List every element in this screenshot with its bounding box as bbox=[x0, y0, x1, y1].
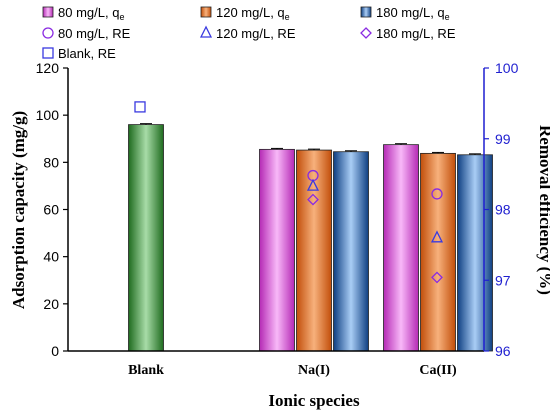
markers-layer bbox=[134, 101, 444, 284]
bar bbox=[259, 148, 295, 352]
y2-tick-label: 98 bbox=[495, 202, 511, 218]
legend-item: Blank, RE bbox=[42, 46, 116, 61]
legend-item: 180 mg/L, qe bbox=[360, 5, 450, 22]
y2-axis-title: Removal efficiency (%) bbox=[536, 125, 550, 295]
y-tick-label: 40 bbox=[43, 249, 59, 265]
re-marker-diamond bbox=[307, 193, 319, 206]
legend-label-subscript: e bbox=[119, 12, 124, 22]
y-axis-title: Adsorption capacity (mg/g) bbox=[9, 111, 28, 309]
legend-marker bbox=[360, 27, 372, 39]
legend-item: 80 mg/L, qe bbox=[42, 5, 124, 22]
legend-swatch bbox=[360, 6, 372, 18]
y-tick-label: 20 bbox=[43, 296, 59, 312]
legend-label-subscript: e bbox=[285, 12, 290, 22]
bar bbox=[383, 144, 419, 352]
legend-swatch bbox=[200, 6, 212, 18]
y2-tick-label: 96 bbox=[495, 343, 511, 359]
y2-tick-label: 99 bbox=[495, 131, 511, 147]
bars-layer bbox=[128, 124, 493, 352]
legend-item: 80 mg/L, RE bbox=[42, 26, 131, 41]
legend-label: 120 mg/L, RE bbox=[216, 26, 296, 41]
axes-layer: 0 20 40 60 80 100 120 96 97 98 99 100 Blank Na(I) Ca(I… bbox=[36, 60, 519, 378]
legend-item: 120 mg/L, qe bbox=[200, 5, 290, 22]
y-tick-label: 0 bbox=[51, 343, 59, 359]
x-category-label: Blank bbox=[128, 363, 164, 378]
legend-label-subscript: e bbox=[445, 12, 450, 22]
legend-swatch bbox=[42, 6, 54, 18]
re-marker-square bbox=[134, 101, 146, 113]
y-tick-label: 80 bbox=[43, 154, 59, 170]
bar bbox=[420, 152, 456, 352]
legend-label: 80 mg/L, RE bbox=[58, 26, 131, 41]
bar bbox=[457, 154, 493, 352]
x-category-label: Ca(II) bbox=[419, 363, 457, 378]
legend-marker bbox=[42, 47, 54, 59]
y-tick-label: 120 bbox=[36, 60, 60, 76]
legend-marker bbox=[42, 27, 54, 39]
legend-label-text: 80 mg/L, q bbox=[58, 5, 119, 20]
legend-item: 180 mg/L, RE bbox=[360, 26, 456, 41]
legend-marker bbox=[199, 25, 213, 38]
legend-label: 120 mg/L, qe bbox=[216, 5, 290, 22]
re-marker-triangle bbox=[306, 178, 320, 191]
legend-label-text: 120 mg/L, q bbox=[216, 5, 285, 20]
y-tick-label: 100 bbox=[36, 107, 60, 123]
y-tick-label: 60 bbox=[43, 202, 59, 218]
bar bbox=[128, 124, 164, 352]
error-bars-layer bbox=[140, 123, 481, 155]
x-category-label: Na(I) bbox=[298, 363, 330, 378]
legend-label-text: 180 mg/L, q bbox=[376, 5, 445, 20]
legend-item: 120 mg/L, RE bbox=[199, 25, 296, 41]
legend-label: 180 mg/L, RE bbox=[376, 26, 456, 41]
y2-tick-label: 97 bbox=[495, 272, 511, 288]
legend-label: Blank, RE bbox=[58, 46, 116, 61]
x-axis-title: Ionic species bbox=[268, 391, 360, 410]
re-marker-diamond bbox=[431, 271, 443, 284]
legend-label: 180 mg/L, qe bbox=[376, 5, 450, 22]
legend-label: 80 mg/L, qe bbox=[58, 5, 124, 22]
y2-tick-label: 100 bbox=[495, 60, 519, 76]
bar bbox=[333, 151, 369, 352]
re-marker-triangle bbox=[430, 230, 444, 243]
re-marker-circle bbox=[431, 188, 443, 200]
